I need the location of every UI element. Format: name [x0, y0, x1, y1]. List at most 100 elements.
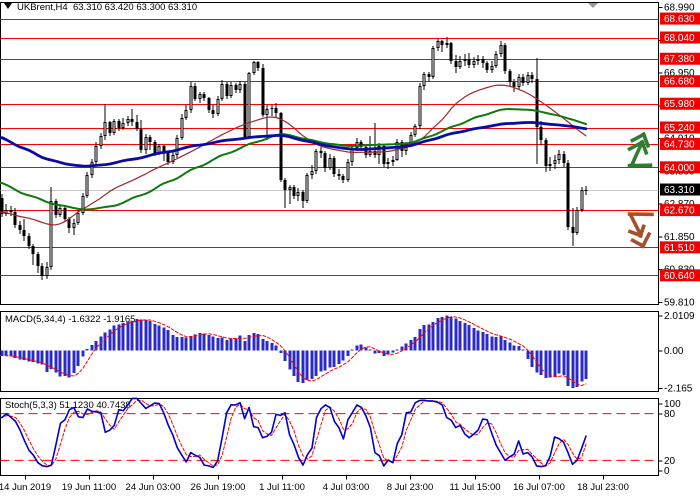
candle	[117, 119, 121, 131]
macd-histogram-bar	[535, 350, 539, 373]
candle	[332, 156, 336, 177]
price-level-label-box	[660, 137, 700, 150]
macd-histogram-bar	[494, 337, 498, 351]
up-arrow-stroke	[641, 131, 651, 149]
macd-histogram-bar	[288, 350, 292, 370]
candle-body	[332, 158, 336, 174]
down-arrow-icon[interactable]	[627, 212, 654, 249]
candle-body-core	[176, 139, 178, 154]
macd-histogram-bar	[31, 350, 35, 363]
candle-body-core	[419, 87, 421, 125]
macd-name: MACD(5,34,4)	[5, 314, 66, 325]
candle	[238, 81, 242, 93]
candle-body	[364, 147, 368, 155]
candle	[341, 174, 345, 183]
candle	[247, 72, 251, 138]
candle-wick	[32, 244, 34, 265]
candle	[386, 158, 390, 169]
candle	[544, 138, 548, 172]
candle-body	[562, 154, 566, 163]
macd-histogram-bar	[175, 337, 179, 351]
macd-histogram-bar	[485, 334, 489, 351]
candle-wick	[374, 123, 376, 158]
macd-histogram-bar	[575, 350, 579, 387]
symbol-dropdown-icon[interactable]	[4, 3, 12, 9]
macd-histogram-bar	[135, 318, 139, 351]
macd-histogram-bar	[157, 325, 161, 351]
price-level-label: 65.240	[664, 123, 695, 134]
macd-histogram-bar	[94, 341, 98, 351]
candle	[377, 143, 381, 164]
time-axis-label: 18 Jul 23:00	[577, 482, 629, 493]
up-arrow-stroke	[629, 131, 647, 143]
macd-histogram-bar	[148, 321, 152, 351]
candle-body-core	[5, 211, 7, 213]
candle-body	[139, 129, 143, 150]
candle	[364, 145, 368, 158]
ohlc-text: UKBrent,H4 63.310 63.420 63.300 63.310	[17, 2, 198, 13]
candle-body-core	[266, 110, 268, 114]
macd-histogram-bar	[36, 350, 40, 364]
candle-body	[193, 86, 197, 99]
candle	[166, 151, 170, 165]
candle-body	[521, 77, 525, 83]
candle	[566, 160, 570, 230]
candle-body-core	[230, 86, 232, 95]
candle-body	[261, 68, 265, 115]
price-axis-label: 68.990	[664, 3, 695, 14]
macd-histogram-bar	[166, 330, 170, 351]
candle-body	[0, 198, 4, 214]
candle-body-core	[558, 155, 560, 159]
candle-body-core	[127, 120, 129, 122]
candle	[494, 51, 498, 68]
candle-body	[234, 85, 238, 90]
candle-body-core	[253, 63, 255, 72]
candle-body-core	[423, 75, 425, 85]
macd-histogram-bar	[508, 342, 512, 351]
candle	[467, 53, 471, 68]
macd-histogram-bar	[58, 350, 62, 377]
candle	[571, 208, 575, 246]
candle-body	[503, 45, 507, 71]
candle-body	[36, 254, 40, 266]
candle	[292, 185, 296, 199]
candle	[296, 188, 300, 201]
candle	[481, 56, 485, 68]
candle-body-core	[221, 85, 223, 98]
candle-body-core	[199, 95, 201, 98]
candle-body	[202, 94, 206, 98]
price-level-label-box	[660, 75, 700, 88]
candle-wick	[131, 109, 133, 126]
candle	[135, 115, 139, 131]
macd-axis-label: 2.0109	[664, 311, 695, 322]
candle-body-core	[554, 161, 556, 163]
candle	[216, 96, 220, 116]
macd-values: -1.6322 -1.9165	[68, 314, 136, 325]
candle	[126, 116, 130, 126]
candle	[157, 144, 161, 155]
macd-histogram-bar	[76, 350, 80, 367]
macd-histogram-bar	[9, 350, 13, 357]
macd-histogram-bar	[256, 334, 260, 351]
stoch-panel-border	[0, 398, 659, 476]
candle	[31, 244, 35, 265]
time-axis-label: 11 Jul 15:00	[449, 482, 500, 493]
candle	[422, 72, 426, 90]
macd-histogram-bar	[279, 350, 283, 354]
candle-body-core	[77, 214, 79, 222]
macd-histogram-bar	[413, 337, 417, 351]
symbol-period-ohlc-label: UKBrent,H4 63.310 63.420 63.300 63.310	[4, 2, 197, 13]
candle-body-core	[122, 124, 124, 127]
candle	[270, 105, 274, 116]
candle	[346, 159, 350, 182]
chart-shift-marker-icon[interactable]	[588, 3, 598, 8]
macd-histogram-bar	[472, 328, 476, 351]
macd-histogram-bar	[481, 332, 485, 351]
candle	[22, 219, 26, 241]
candle	[18, 221, 22, 234]
macd-histogram-bar	[467, 324, 471, 351]
candle-body-core	[473, 62, 475, 64]
candle	[198, 92, 202, 103]
up-arrow-icon[interactable]	[627, 131, 653, 168]
